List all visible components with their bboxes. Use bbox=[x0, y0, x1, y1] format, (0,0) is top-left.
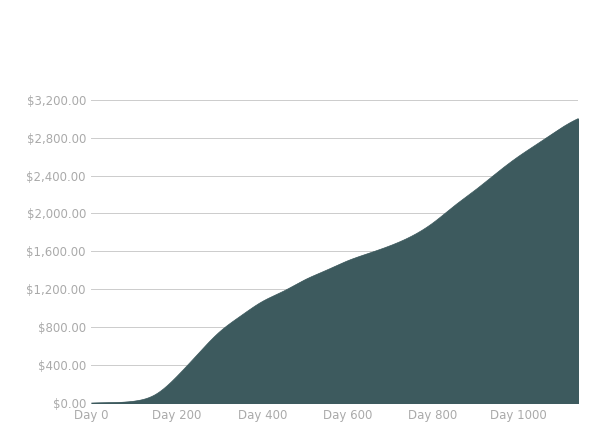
Text: Day 1140: Day 1140 bbox=[248, 62, 342, 80]
Text: My Total PTC Earnings: My Total PTC Earnings bbox=[122, 19, 468, 47]
